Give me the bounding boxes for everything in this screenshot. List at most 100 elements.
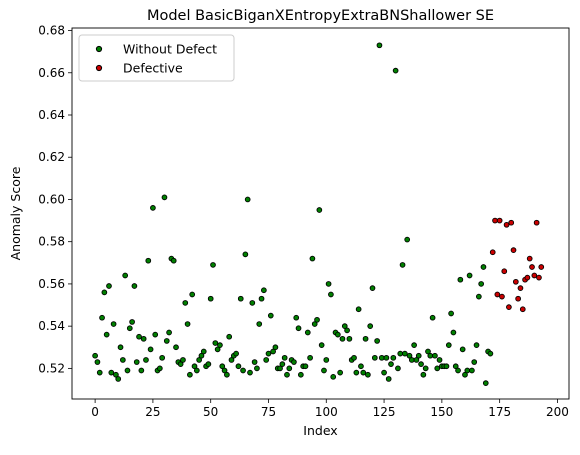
point-without-defect-3 <box>99 314 105 321</box>
point-defective-4 <box>499 293 505 300</box>
point-without-defect-68 <box>249 300 256 306</box>
point-without-defect-157 <box>455 367 461 374</box>
point-without-defect-161 <box>464 367 471 374</box>
legend-marker-without-defect <box>95 45 103 53</box>
point-without-defect-138 <box>411 342 417 349</box>
point-without-defect-156 <box>452 363 459 370</box>
x-tick-label-1: 25 <box>145 405 160 419</box>
point-defective-11 <box>515 295 521 302</box>
point-without-defect-6 <box>106 283 112 289</box>
point-without-defect-56 <box>221 367 228 374</box>
point-defective-2 <box>494 291 501 298</box>
point-defective-9 <box>510 247 517 253</box>
point-without-defect-53 <box>214 346 221 353</box>
point-without-defect-128 <box>388 361 394 368</box>
legend-box <box>78 34 235 82</box>
point-without-defect-122 <box>374 338 380 344</box>
point-defective-20 <box>536 274 542 281</box>
point-without-defect-42 <box>189 291 196 298</box>
point-without-defect-75 <box>265 350 272 357</box>
x-tick-label-3: 75 <box>261 405 276 419</box>
point-without-defect-62 <box>235 363 242 370</box>
x-tick-label-0: 0 <box>91 405 99 419</box>
point-without-defect-153 <box>445 342 452 349</box>
point-without-defect-139 <box>413 357 420 363</box>
point-without-defect-21 <box>140 335 147 342</box>
point-without-defect-89 <box>298 371 304 378</box>
point-without-defect-22 <box>143 357 149 363</box>
point-without-defect-83 <box>284 371 290 378</box>
point-without-defect-146 <box>429 314 436 321</box>
y-tick-label-2: 0.56 <box>38 277 65 291</box>
point-without-defect-160 <box>462 371 468 378</box>
point-without-defect-148 <box>434 365 441 372</box>
point-without-defect-34 <box>170 257 177 264</box>
point-without-defect-105 <box>334 331 341 338</box>
point-defective-17 <box>529 264 535 270</box>
point-without-defect-137 <box>408 357 415 363</box>
point-without-defect-26 <box>152 331 159 338</box>
point-without-defect-169 <box>482 380 489 387</box>
point-without-defect-98 <box>318 342 325 349</box>
y-tick-label-4: 0.60 <box>38 192 65 206</box>
point-defective-16 <box>526 255 533 262</box>
point-without-defect-10 <box>115 376 122 382</box>
point-without-defect-55 <box>219 363 226 370</box>
point-without-defect-121 <box>371 354 378 361</box>
point-without-defect-99 <box>321 367 327 374</box>
point-without-defect-84 <box>286 365 293 372</box>
point-without-defect-164 <box>471 359 478 365</box>
point-without-defect-73 <box>261 287 267 294</box>
point-without-defect-116 <box>360 369 367 376</box>
point-without-defect-17 <box>131 283 138 289</box>
point-without-defect-80 <box>277 365 283 372</box>
point-defective-12 <box>517 285 524 291</box>
point-without-defect-23 <box>145 257 152 264</box>
x-axis-label: Index <box>303 423 337 438</box>
point-without-defect-115 <box>358 363 364 370</box>
point-without-defect-82 <box>281 354 288 361</box>
point-without-defect-103 <box>330 373 337 380</box>
point-without-defect-154 <box>448 310 454 317</box>
point-without-defect-162 <box>466 272 473 279</box>
point-without-defect-149 <box>436 357 443 363</box>
point-without-defect-159 <box>459 346 466 353</box>
point-without-defect-155 <box>450 329 457 336</box>
point-without-defect-87 <box>293 314 300 321</box>
point-without-defect-40 <box>184 321 191 327</box>
point-without-defect-70 <box>254 365 260 372</box>
x-tick-label-2: 50 <box>203 405 218 419</box>
point-without-defect-129 <box>390 354 397 361</box>
point-without-defect-101 <box>325 281 332 287</box>
axis-ticks: 0 25 50 75 100 125 150 175 200 0.52 0.54 0.56 0.58 0.… <box>38 24 569 419</box>
point-without-defect-43 <box>191 363 198 370</box>
point-without-defect-67 <box>247 369 253 376</box>
point-without-defect-16 <box>129 319 135 325</box>
point-without-defect-124 <box>378 354 385 361</box>
point-defective-18 <box>531 272 538 279</box>
point-without-defect-165 <box>473 342 480 349</box>
point-without-defect-19 <box>136 333 142 340</box>
point-without-defect-18 <box>133 359 140 365</box>
point-without-defect-71 <box>256 321 263 327</box>
point-defective-21 <box>538 264 545 270</box>
point-defective-13 <box>519 306 526 313</box>
y-tick-label-5: 0.62 <box>38 150 65 164</box>
point-without-defect-44 <box>193 367 200 374</box>
data-points <box>92 42 545 387</box>
point-without-defect-74 <box>263 357 270 363</box>
point-without-defect-140 <box>415 352 422 359</box>
point-without-defect-93 <box>307 354 313 361</box>
point-without-defect-30 <box>161 194 168 201</box>
point-without-defect-158 <box>457 276 464 283</box>
point-without-defect-64 <box>240 367 246 374</box>
point-without-defect-76 <box>267 312 274 319</box>
point-defective-7 <box>506 304 512 311</box>
point-without-defect-58 <box>226 333 233 340</box>
point-without-defect-142 <box>420 371 427 378</box>
point-defective-19 <box>533 219 540 226</box>
point-without-defect-72 <box>258 295 265 302</box>
point-without-defect-96 <box>314 316 320 323</box>
point-without-defect-94 <box>309 255 316 262</box>
